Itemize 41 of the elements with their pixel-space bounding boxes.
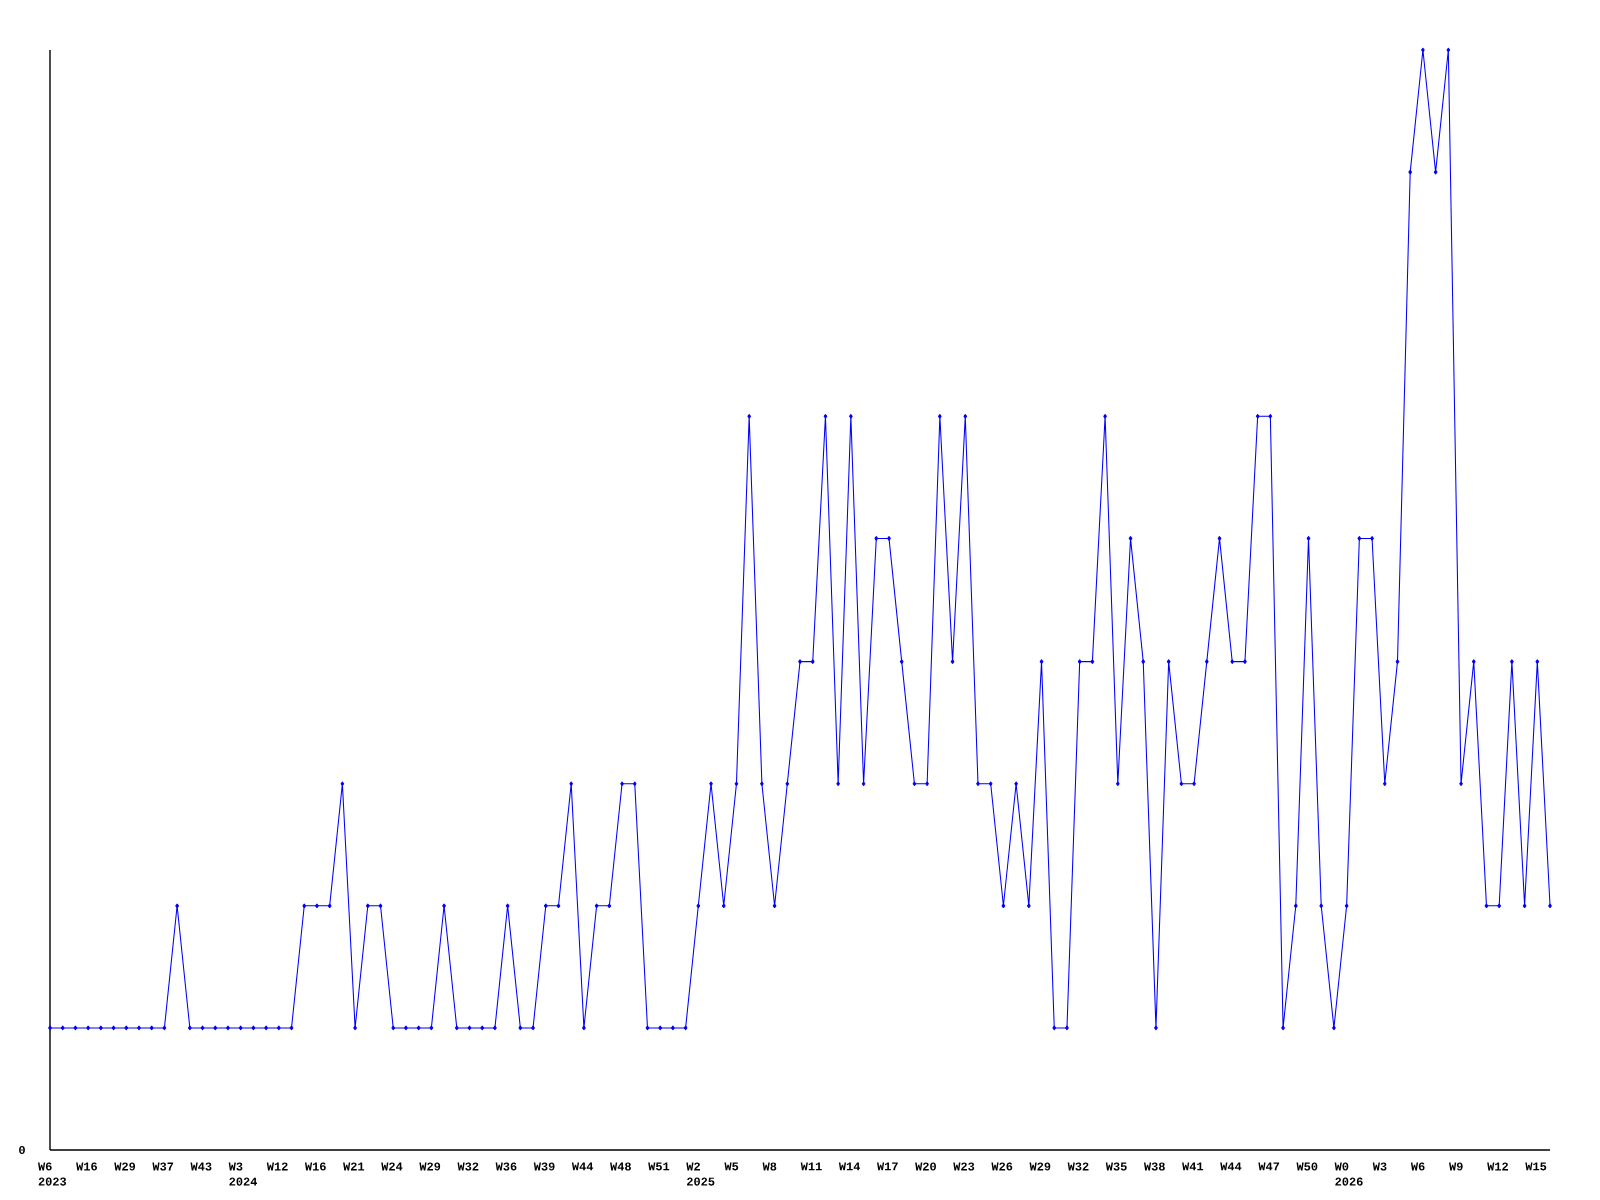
x-tick-label: W24 bbox=[381, 1162, 403, 1171]
x-tick-label: W12 bbox=[266, 1162, 288, 1171]
x-tick-label: W20 bbox=[915, 1162, 936, 1171]
x-tick-label: W50 bbox=[1296, 1162, 1318, 1171]
x-tick-label: W26 bbox=[991, 1162, 1013, 1171]
x-tick-label: W12 bbox=[1487, 1162, 1509, 1171]
x-tick-label: W44 bbox=[1220, 1162, 1242, 1171]
x-tick-label: W51 bbox=[648, 1162, 670, 1171]
x-tick-label: W8 bbox=[762, 1162, 777, 1171]
x-tick-label: W44 bbox=[571, 1162, 594, 1171]
x-tick-label: W6 bbox=[1410, 1162, 1425, 1171]
x-tick-label: W16 bbox=[304, 1162, 326, 1171]
x-tick-label: W29 bbox=[114, 1162, 136, 1171]
x-tick-label: W32 bbox=[1067, 1162, 1089, 1171]
x-tick-label: W36 bbox=[495, 1162, 517, 1171]
x-tick-label: W29 bbox=[1029, 1162, 1051, 1171]
x-tick-label: W21 bbox=[343, 1162, 365, 1171]
x-tick-label: W47 bbox=[1258, 1162, 1280, 1171]
x-tick-label: W23 bbox=[953, 1162, 975, 1171]
x-tick-label: W11 bbox=[800, 1162, 822, 1171]
x-tick-label: W37 bbox=[152, 1162, 174, 1171]
x-tick-label: W48 bbox=[610, 1162, 631, 1171]
x-tick-label: W5 bbox=[724, 1162, 739, 1171]
x-tick-label: W3 2024 bbox=[228, 1162, 258, 1186]
x-tick-label: W0 2026 bbox=[1334, 1162, 1363, 1186]
x-tick-label: W3 bbox=[1372, 1162, 1387, 1171]
x-tick-label: W14 bbox=[838, 1162, 861, 1171]
x-tick-label: W2 2025 bbox=[686, 1162, 715, 1186]
x-tick-label: W43 bbox=[190, 1162, 212, 1171]
x-tick-label: W6 2023 bbox=[38, 1162, 67, 1186]
x-tick-label: W39 bbox=[533, 1162, 555, 1171]
x-tick-label: W9 bbox=[1449, 1162, 1463, 1171]
x-tick-label: W38 bbox=[1143, 1162, 1165, 1171]
x-tick-label: W32 bbox=[457, 1162, 479, 1171]
text: 0 bbox=[19, 1145, 25, 1155]
x-tick-label: W15 bbox=[1525, 1162, 1547, 1171]
x-tick-label: W35 bbox=[1105, 1162, 1127, 1171]
x-tick-label: W17 bbox=[877, 1162, 898, 1171]
x-tick-label: W41 bbox=[1182, 1162, 1204, 1171]
x-tick-label: W29 bbox=[419, 1162, 441, 1171]
x-tick-label: W16 bbox=[76, 1162, 97, 1171]
